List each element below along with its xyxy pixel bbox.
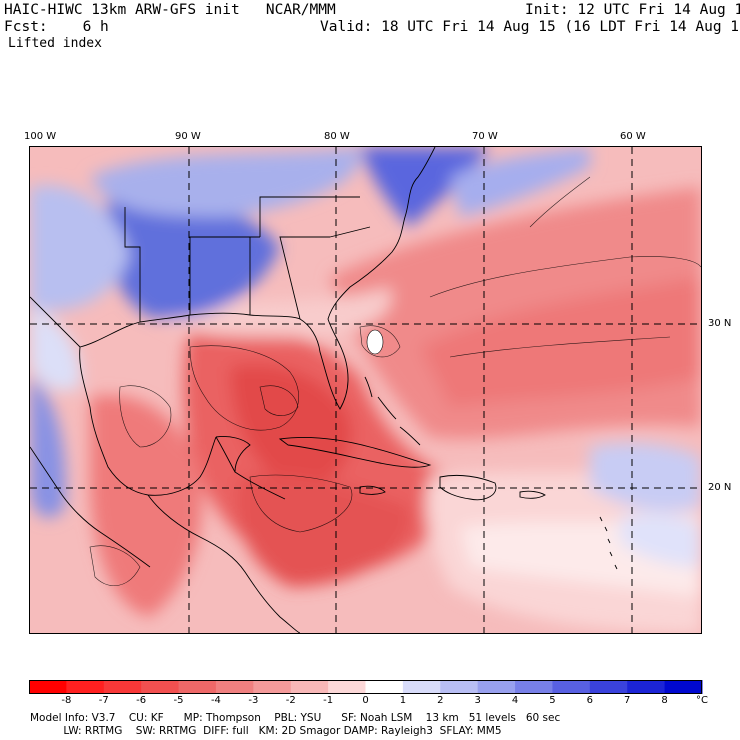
colorbar-border bbox=[29, 680, 702, 694]
colorbar-swatch bbox=[589, 680, 628, 694]
colorbar bbox=[29, 680, 704, 700]
colorbar-tick-label: 7 bbox=[624, 695, 631, 706]
contours bbox=[89, 176, 701, 586]
colorbar-tick-label: -7 bbox=[98, 695, 109, 706]
colorbar-swatches bbox=[29, 680, 703, 694]
colorbar-swatch bbox=[66, 680, 105, 694]
valid-time: Valid: 18 UTC Fri 14 Aug 15 (16 LDT Fri … bbox=[320, 19, 740, 35]
colorbar-swatch bbox=[477, 680, 516, 694]
colorbar-swatch bbox=[365, 680, 404, 694]
colorbar-swatch bbox=[664, 680, 703, 694]
coastlines bbox=[30, 147, 618, 633]
colorbar-swatch bbox=[215, 680, 254, 694]
lat-label-20n: 20 N bbox=[708, 482, 732, 493]
model-info-line2: LW: RRTMG SW: RRTMG DIFF: full KM: 2D Sm… bbox=[30, 725, 502, 737]
colorbar-tick-label: 5 bbox=[549, 695, 556, 706]
colorbar-swatch bbox=[515, 680, 553, 694]
colorbar-swatch bbox=[627, 680, 666, 694]
colorbar-tick-label: 3 bbox=[474, 695, 481, 706]
colorbar-swatch bbox=[103, 680, 142, 694]
model-title: HAIC-HIWC 13km ARW-GFS init NCAR/MMM bbox=[4, 2, 336, 18]
lon-label-60w: 60 W bbox=[620, 131, 646, 142]
colorbar-tick-label: -3 bbox=[248, 695, 259, 706]
init-time: Init: 12 UTC Fri 14 Aug 15 bbox=[525, 2, 740, 18]
colorbar-tick-label: 6 bbox=[586, 695, 594, 706]
colorbar-swatch bbox=[141, 680, 180, 694]
field-name: Lifted index bbox=[8, 36, 102, 51]
colorbar-tick-label: -5 bbox=[173, 695, 184, 706]
forecast-hour: Fcst: 6 h bbox=[4, 19, 109, 35]
colorbar-swatch bbox=[253, 680, 292, 694]
colorbar-unit: °C bbox=[696, 695, 708, 706]
colorbar-tick-label: -8 bbox=[61, 695, 72, 706]
lon-label-70w: 70 W bbox=[472, 131, 498, 142]
lon-label-100w: 100 W bbox=[24, 131, 57, 142]
colorbar-swatch bbox=[290, 680, 329, 694]
colorbar-swatch bbox=[328, 680, 366, 694]
colorbar-swatch bbox=[552, 680, 591, 694]
colorbar-swatch bbox=[29, 680, 67, 694]
lon-label-90w: 90 W bbox=[175, 131, 201, 142]
colorbar-tick-label: -1 bbox=[323, 695, 334, 706]
colorbar-swatch bbox=[178, 680, 217, 694]
colorbar-tick-label: 1 bbox=[399, 695, 407, 706]
model-info-line1: Model Info: V3.7 CU: KF MP: Thompson PBL… bbox=[30, 712, 561, 724]
colorbar-swatch bbox=[440, 680, 479, 694]
colorbar-tick-label: -2 bbox=[285, 695, 296, 706]
lat-lon-grid bbox=[30, 147, 701, 633]
colorbar-tick-label: -4 bbox=[210, 695, 221, 706]
lifted-index-map bbox=[29, 146, 702, 634]
colorbar-tick-label: 2 bbox=[437, 695, 444, 706]
colorbar-tick-label: -6 bbox=[136, 695, 147, 706]
colorbar-tick-label: 0 bbox=[362, 695, 369, 706]
colorbar-tick-label: 4 bbox=[511, 695, 519, 706]
white-patch bbox=[366, 329, 384, 355]
lon-label-80w: 80 W bbox=[324, 131, 350, 142]
map-canvas bbox=[30, 147, 701, 633]
colorbar-swatch bbox=[402, 680, 441, 694]
colorbar-tick-label: 8 bbox=[661, 695, 668, 706]
lat-label-30n: 30 N bbox=[708, 318, 732, 329]
